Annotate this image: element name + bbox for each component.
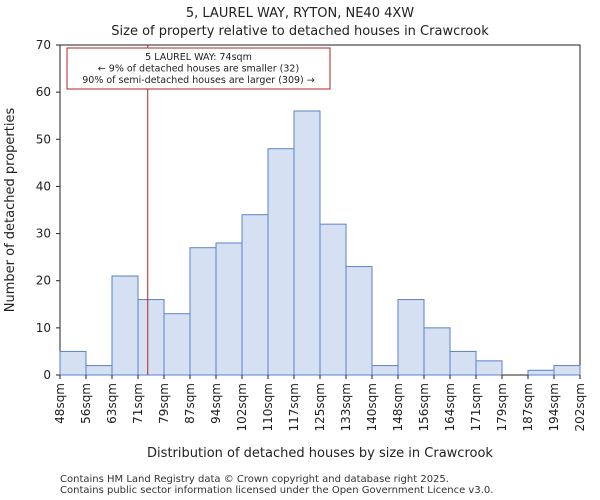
x-tick-label: 187sqm	[521, 383, 535, 431]
histogram-bar	[527, 369, 555, 376]
histogram-bar	[85, 365, 113, 376]
x-tick-label: 179sqm	[495, 383, 509, 431]
annotation-line: 90% of semi-detached houses are larger (…	[82, 75, 315, 86]
x-tick-label: 48sqm	[53, 383, 67, 424]
y-tick-label: 10	[36, 321, 51, 335]
y-axis-label: Number of detached properties	[3, 108, 18, 313]
x-tick-label: 164sqm	[443, 383, 457, 431]
x-axis-label: Distribution of detached houses by size …	[147, 446, 493, 461]
histogram-bar	[241, 214, 269, 376]
histogram-bar	[267, 148, 295, 376]
x-tick-label: 56sqm	[79, 383, 93, 424]
histogram-bar	[345, 266, 373, 376]
footer-copyright: Contains HM Land Registry data © Crown c…	[60, 474, 449, 485]
chart-title: 5, LAUREL WAY, RYTON, NE40 4XW	[185, 6, 415, 21]
x-tick-label: 156sqm	[417, 383, 431, 431]
x-tick-label: 79sqm	[157, 383, 171, 424]
histogram-bar	[189, 247, 217, 376]
annotation-box	[66, 47, 331, 90]
x-tick-label: 202sqm	[573, 383, 587, 431]
y-tick-label: 0	[43, 368, 51, 382]
histogram-bar	[215, 242, 243, 376]
histogram-bar	[475, 360, 503, 376]
y-tick-label: 60	[36, 85, 51, 99]
histogram-bar	[163, 313, 191, 376]
y-tick-label: 50	[36, 132, 51, 146]
x-tick-label: 87sqm	[183, 383, 197, 424]
x-tick-label: 71sqm	[131, 383, 145, 424]
x-tick-label: 110sqm	[261, 383, 275, 431]
histogram-bar	[137, 299, 165, 376]
annotation-line: ← 9% of detached houses are smaller (32)	[98, 64, 299, 75]
x-tick-label: 63sqm	[105, 383, 119, 424]
histogram-bar	[293, 110, 321, 376]
annotation-line: 5 LAUREL WAY: 74sqm	[145, 52, 252, 63]
footer-licence: Contains public sector information licen…	[60, 485, 494, 496]
y-tick-label: 70	[36, 38, 51, 52]
x-tick-label: 94sqm	[209, 383, 223, 424]
x-tick-label: 125sqm	[313, 383, 327, 431]
x-tick-label: 133sqm	[339, 383, 353, 431]
histogram-bar	[553, 365, 581, 376]
histogram-bar	[319, 223, 347, 376]
x-tick-label: 117sqm	[287, 383, 301, 431]
y-tick-label: 20	[36, 274, 51, 288]
histogram-bar	[449, 350, 477, 376]
histogram-bar	[59, 350, 87, 376]
y-tick-label: 40	[36, 179, 51, 193]
x-tick-label: 148sqm	[391, 383, 405, 431]
histogram-bar	[397, 299, 425, 376]
x-tick-label: 171sqm	[469, 383, 483, 431]
x-tick-label: 140sqm	[365, 383, 379, 431]
histogram-bar	[111, 275, 139, 376]
y-tick-label: 30	[36, 227, 51, 241]
histogram-bar	[371, 365, 399, 376]
histogram-bar	[423, 327, 451, 376]
x-tick-label: 194sqm	[547, 383, 561, 431]
x-tick-label: 102sqm	[235, 383, 249, 431]
chart-subtitle: Size of property relative to detached ho…	[111, 24, 489, 39]
